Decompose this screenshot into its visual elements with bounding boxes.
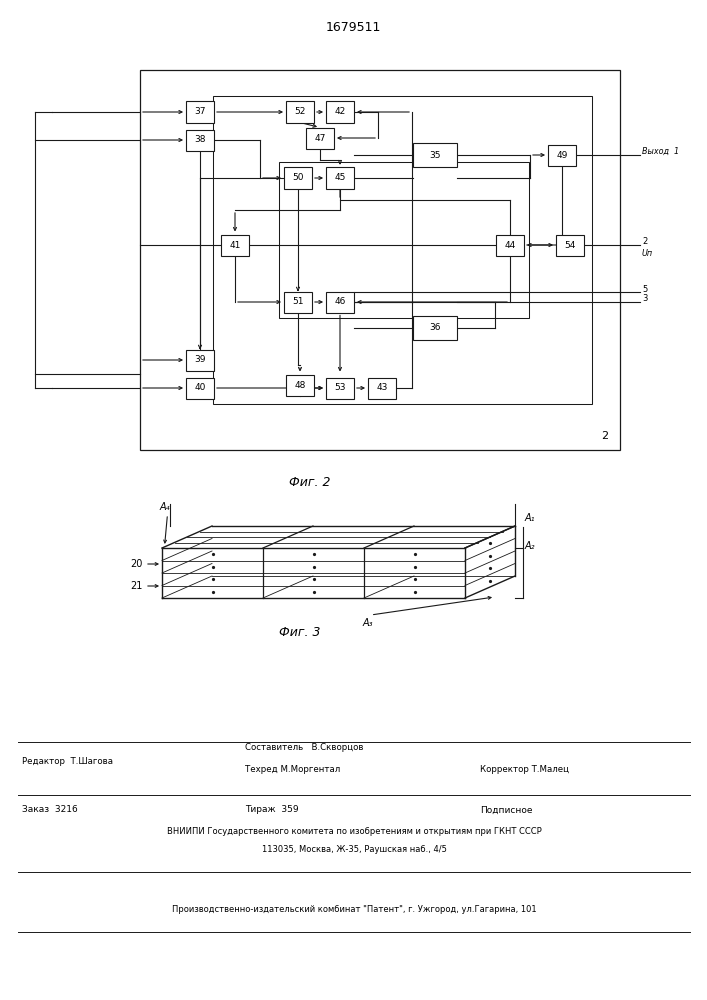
Text: Заказ  3216: Заказ 3216 (22, 806, 78, 814)
Text: 40: 40 (194, 383, 206, 392)
Text: 1679511: 1679511 (326, 21, 381, 34)
Text: 35: 35 (429, 151, 440, 160)
Text: 2: 2 (642, 236, 647, 245)
Bar (496, 235, 524, 256)
Text: Фиг. 2: Фиг. 2 (289, 476, 331, 488)
Bar (279, 162, 529, 318)
Bar (140, 70, 620, 450)
Bar (326, 101, 354, 122)
Bar (221, 235, 249, 256)
Bar (556, 235, 584, 256)
Bar (284, 292, 312, 312)
Text: 3: 3 (642, 294, 648, 303)
Text: 52: 52 (294, 107, 305, 116)
Text: 49: 49 (556, 151, 568, 160)
Bar (368, 377, 396, 398)
Text: Тираж  359: Тираж 359 (245, 806, 298, 814)
Bar (284, 167, 312, 188)
Bar (326, 292, 354, 312)
Text: 50: 50 (292, 173, 304, 182)
Text: Выход  1: Выход 1 (642, 147, 679, 156)
Bar (186, 129, 214, 151)
Text: A₁: A₁ (525, 513, 535, 523)
Bar (186, 350, 214, 370)
Bar (326, 167, 354, 188)
Text: Фиг. 3: Фиг. 3 (279, 626, 321, 639)
Text: ВНИИПИ Государственного комитета по изобретениям и открытиям при ГКНТ СССР: ВНИИПИ Государственного комитета по изоб… (167, 828, 542, 836)
Bar (413, 316, 457, 340)
Text: Техред М.Моргентал: Техред М.Моргентал (245, 766, 340, 774)
Text: Производственно-издательский комбинат "Патент", г. Ужгород, ул.Гагарина, 101: Производственно-издательский комбинат "П… (172, 906, 537, 914)
Text: 42: 42 (334, 107, 346, 116)
Text: 37: 37 (194, 107, 206, 116)
Bar (286, 374, 314, 395)
Bar (306, 127, 334, 149)
Text: 54: 54 (564, 240, 575, 249)
Text: Uп: Uп (642, 249, 653, 258)
Text: Редактор  Т.Шагова: Редактор Т.Шагова (22, 758, 113, 766)
Text: Корректор Т.Малец: Корректор Т.Малец (480, 766, 569, 774)
Text: 53: 53 (334, 383, 346, 392)
Text: Подписное: Подписное (480, 806, 532, 814)
Text: 5: 5 (642, 284, 647, 294)
Bar (286, 101, 314, 122)
Text: 36: 36 (429, 324, 440, 332)
Text: 113035, Москва, Ж-35, Раушская наб., 4/5: 113035, Москва, Ж-35, Раушская наб., 4/5 (262, 846, 446, 854)
Text: 20: 20 (131, 559, 143, 569)
Bar (413, 143, 457, 167)
Text: 46: 46 (334, 298, 346, 306)
Text: Составитель   В.Скворцов: Составитель В.Скворцов (245, 744, 363, 752)
Text: 44: 44 (504, 240, 515, 249)
Text: 21: 21 (131, 581, 143, 591)
Bar (326, 377, 354, 398)
Bar (548, 144, 576, 166)
Text: 43: 43 (376, 383, 387, 392)
Text: 48: 48 (294, 380, 305, 389)
Text: 2: 2 (602, 431, 609, 441)
Bar (213, 96, 592, 403)
Text: 38: 38 (194, 135, 206, 144)
Text: 39: 39 (194, 356, 206, 364)
Text: 41: 41 (229, 240, 240, 249)
Text: A₂: A₂ (525, 541, 535, 551)
Text: 47: 47 (315, 134, 326, 143)
Text: 51: 51 (292, 298, 304, 306)
Bar (186, 101, 214, 122)
Text: A₃: A₃ (363, 618, 373, 628)
Bar (186, 377, 214, 398)
Text: A₄: A₄ (159, 502, 170, 512)
Text: 45: 45 (334, 173, 346, 182)
